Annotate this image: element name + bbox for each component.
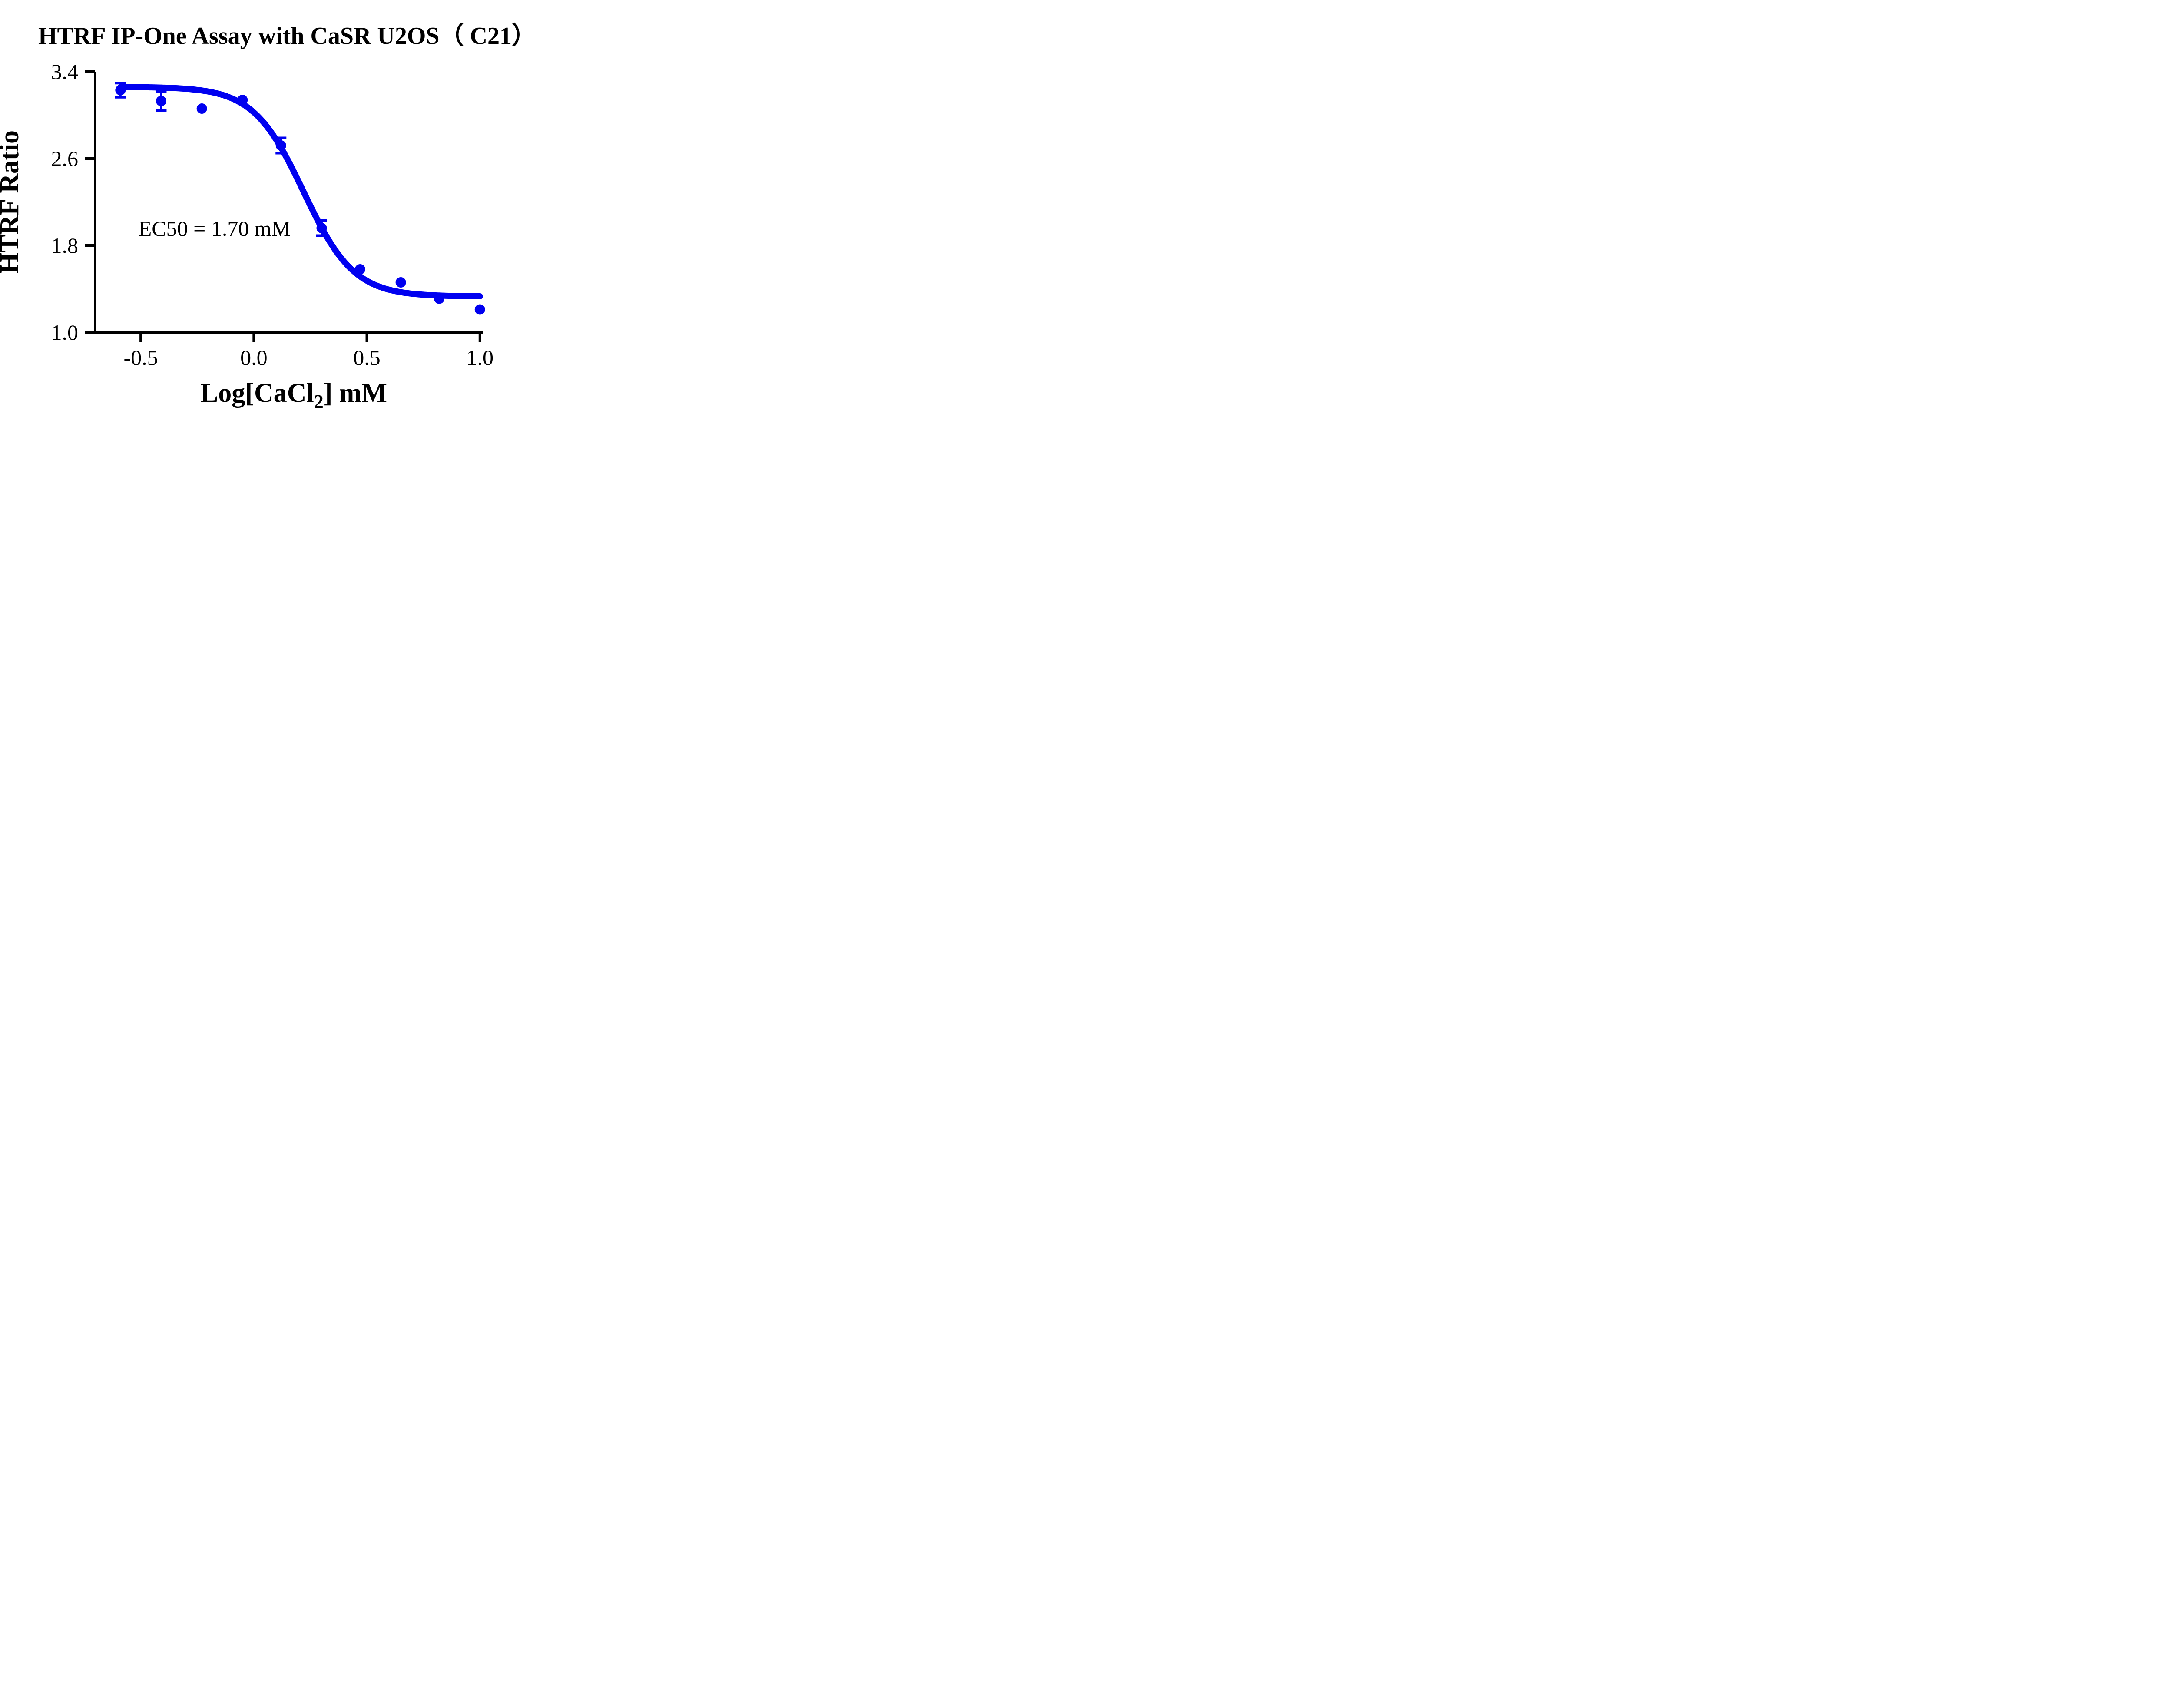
y-tick-label: 3.4 <box>51 60 79 84</box>
data-point <box>354 264 365 275</box>
data-point <box>156 96 166 106</box>
x-tick-label: 1.0 <box>467 345 494 370</box>
y-tick-label: 2.6 <box>51 146 79 171</box>
figure: HTRF IP-One Assay with CaSR U2OS（ C21） H… <box>0 0 562 427</box>
x-tick-label: -0.5 <box>124 345 158 370</box>
ec50-annotation: EC50 = 1.70 mM <box>139 216 291 241</box>
x-tick-label: 0.5 <box>353 345 381 370</box>
y-tick-label: 1.8 <box>51 233 79 258</box>
x-axis-label: Log[CaCl2] mM <box>200 378 387 412</box>
data-point <box>474 304 485 315</box>
data-point <box>316 223 327 233</box>
data-point <box>434 293 445 304</box>
data-point <box>115 85 126 96</box>
data-point <box>395 277 406 288</box>
y-tick-label: 1.0 <box>51 320 79 344</box>
x-axis-label-subscript: 2 <box>314 391 324 412</box>
data-point <box>237 95 248 105</box>
chart: HTRF IP-One Assay with CaSR U2OS（ C21） H… <box>0 22 536 412</box>
curve-group <box>117 84 483 300</box>
x-tick-label: 0.0 <box>240 345 268 370</box>
data-point <box>275 140 286 151</box>
x-axis-label-pre: Log[CaCl <box>200 378 314 408</box>
chart-title: HTRF IP-One Assay with CaSR U2OS（ C21） <box>38 22 536 50</box>
error-bars-group <box>115 82 327 237</box>
axes-group: 3.4 2.6 1.8 1.0 -0.5 0.0 0.5 1.0 <box>51 60 494 370</box>
data-point <box>196 103 207 114</box>
points-group <box>115 85 485 315</box>
y-axis-label: HTRF Ratio <box>0 130 24 274</box>
fit-curve <box>117 84 483 300</box>
x-axis-label-post: ] mM <box>324 378 387 408</box>
